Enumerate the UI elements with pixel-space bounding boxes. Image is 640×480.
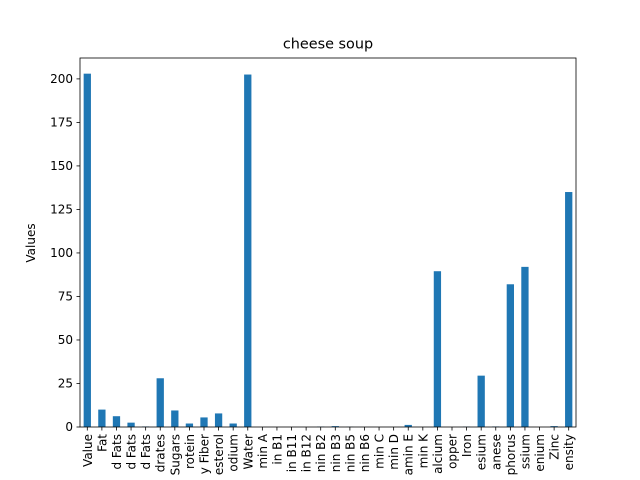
bar [477, 375, 485, 427]
x-tick-label: in B12 [300, 434, 314, 472]
bar [171, 410, 179, 427]
x-tick-label: anese [489, 434, 503, 470]
bar [565, 192, 573, 427]
bar [127, 422, 135, 427]
x-tick-label: Fat [95, 434, 109, 452]
x-tick-label: Sugars [168, 434, 182, 475]
x-tick-label: amin E [402, 434, 416, 475]
x-tick-label: min K [416, 433, 430, 468]
x-tick-label: odium [227, 434, 241, 472]
x-tick-label: min D [387, 434, 401, 470]
bar [83, 73, 91, 427]
y-tick-label: 25 [58, 376, 73, 390]
x-tick-label: esterol [212, 434, 226, 475]
bar [433, 271, 442, 427]
y-tick-label: 125 [50, 202, 73, 216]
x-tick-label: phorus [504, 434, 518, 475]
x-tick-label: d Fats [139, 434, 153, 470]
bar [550, 426, 558, 427]
bar [506, 284, 514, 427]
y-tick-label: 100 [50, 246, 73, 260]
plot-frame [79, 57, 577, 428]
x-tick-label: opper [446, 434, 460, 469]
bar [156, 378, 164, 427]
x-tick-label: y Fiber [198, 434, 212, 474]
x-tick-label: nin B3 [329, 434, 343, 472]
x-axis: Value Fat d Fats d Fats d Fats drates Sugars ro… [81, 427, 576, 475]
y-tick-label: 175 [50, 115, 73, 129]
y-tick-label: 50 [58, 333, 73, 347]
bar [244, 74, 252, 428]
x-tick-label: enium [533, 434, 547, 472]
bar [404, 424, 412, 427]
y-tick-label: 75 [58, 289, 73, 303]
x-tick-label: Zinc [548, 434, 562, 460]
bar [229, 423, 237, 427]
bar [331, 426, 339, 427]
x-tick-label: d Fats [125, 434, 139, 470]
x-tick-label: nin B6 [358, 434, 372, 472]
x-tick-label: Value [81, 434, 95, 467]
bar [112, 416, 121, 427]
y-tick-label: 200 [50, 72, 73, 86]
x-tick-label: alcium [431, 434, 445, 474]
y-axis: 0 25 50 75 100 125 150 175 200 [50, 72, 80, 434]
bar [200, 417, 208, 427]
x-tick-label: nin B5 [343, 434, 357, 472]
x-tick-label: rotein [183, 434, 197, 469]
x-tick-label: ensity [562, 434, 576, 470]
x-tick-label: nin B2 [314, 434, 328, 472]
x-tick-label: in B11 [285, 434, 299, 472]
x-tick-label: esium [475, 434, 489, 470]
bar [185, 423, 194, 427]
chart-title: cheese soup [283, 37, 373, 53]
bar [521, 266, 529, 427]
bars-group [83, 73, 573, 428]
x-tick-label: min C [373, 434, 387, 469]
x-tick-label: ssium [518, 434, 532, 469]
y-axis-label: Values [24, 223, 38, 262]
x-tick-label: in B1 [270, 434, 284, 465]
y-tick-label: 0 [65, 420, 73, 434]
x-tick-label: Iron [460, 434, 474, 457]
x-tick-label: drates [154, 434, 168, 472]
x-tick-label: d Fats [110, 434, 124, 470]
bar [214, 413, 223, 427]
x-tick-label: min A [256, 433, 270, 468]
y-tick-label: 150 [50, 159, 73, 173]
x-tick-label: Water [241, 434, 255, 470]
bar [98, 409, 106, 427]
